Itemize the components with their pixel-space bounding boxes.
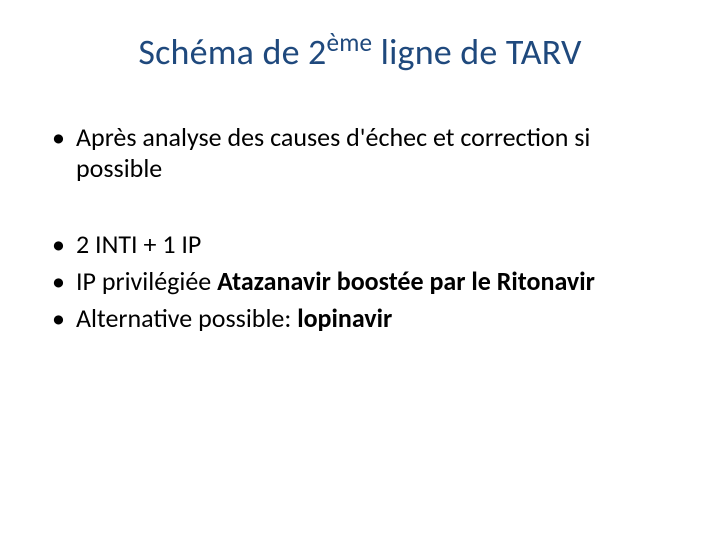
title-suffix: ligne de TARV	[372, 30, 581, 74]
list-item: IP privilégiée Atazanavir boostée par le…	[50, 266, 670, 297]
bullet-text-prefix: IP privilégiée	[76, 265, 217, 297]
bullet-text: 2 INTI + 1 IP	[76, 228, 201, 260]
bullet-text-prefix: Alternative possible:	[76, 302, 297, 334]
bullet-list: Après analyse des causes d'échec et corr…	[50, 122, 670, 183]
bullet-list: 2 INTI + 1 IP IP privilégiée Atazanavir …	[50, 229, 670, 333]
title-superscript: ème	[326, 27, 372, 58]
bullet-text-bold: lopinavir	[297, 302, 392, 334]
list-item: Alternative possible: lopinavir	[50, 303, 670, 334]
list-item: 2 INTI + 1 IP	[50, 229, 670, 260]
slide: Schéma de 2ème ligne de TARV Après analy…	[0, 0, 720, 540]
list-item: Après analyse des causes d'échec et corr…	[50, 122, 670, 183]
bullet-text: Après analyse des causes d'échec et corr…	[76, 121, 590, 184]
bullet-text-bold: Atazanavir boostée par le Ritonavir	[217, 265, 595, 297]
spacer	[50, 189, 670, 229]
slide-title: Schéma de 2ème ligne de TARV	[50, 30, 670, 74]
title-prefix: Schéma de 2	[138, 30, 326, 74]
